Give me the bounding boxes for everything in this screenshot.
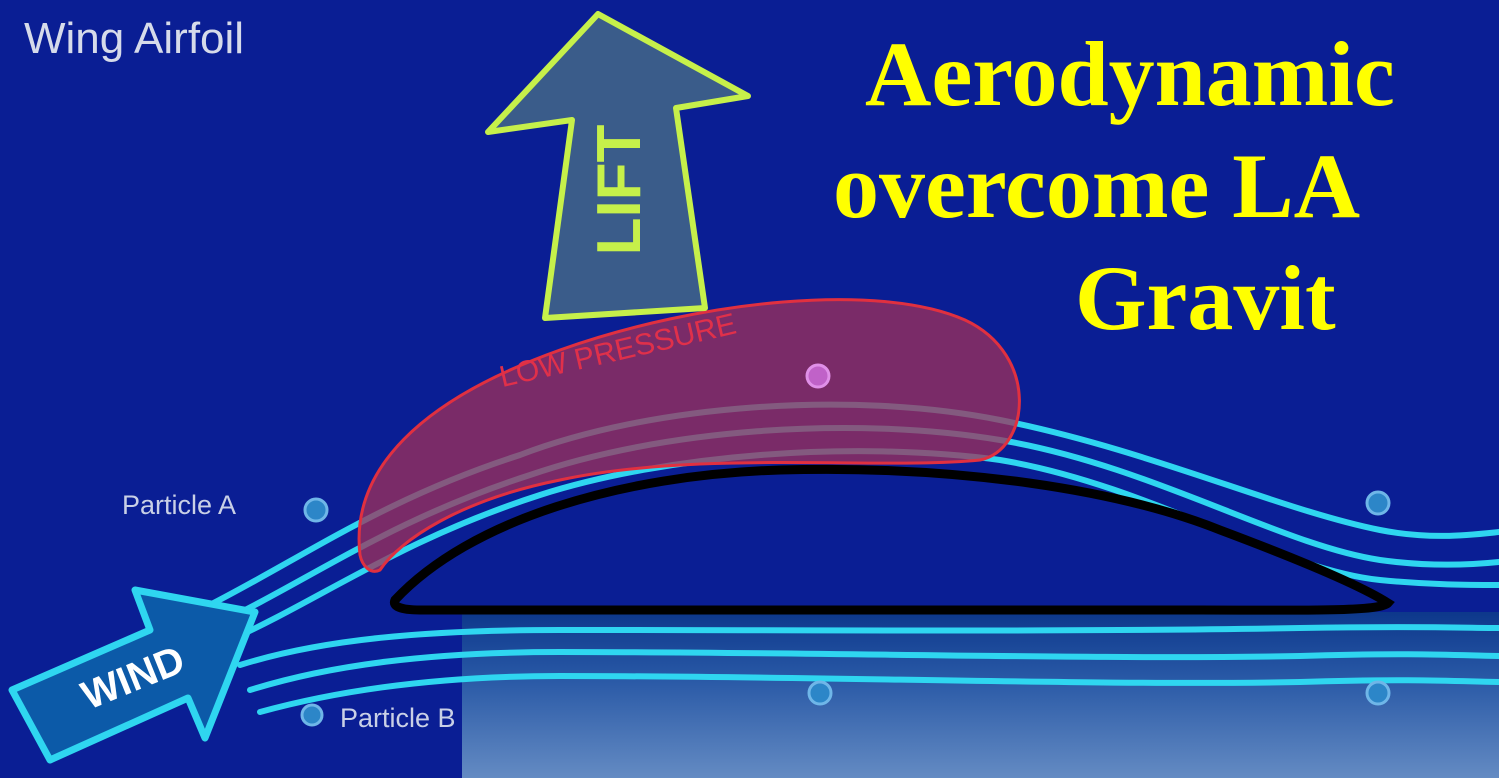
lift-label: LIFT (585, 124, 654, 255)
particle-bottom-right-dot (1365, 680, 1391, 706)
particle-bottom-dot (807, 680, 833, 706)
title-line-3: Gravit (1075, 247, 1336, 349)
particle-b-dot (300, 703, 324, 727)
title-line-2: overcome LA (833, 135, 1361, 237)
title-line-1: Aerodynamic (865, 23, 1395, 125)
particle-top-dot (805, 363, 831, 389)
diagram-caption: Wing Airfoil (24, 14, 245, 63)
lift-arrow: LIFT (485, 11, 751, 321)
particle-a-dot (303, 497, 329, 523)
particles (300, 363, 1391, 727)
lower-streamlines (237, 624, 1499, 715)
particle-right-dot (1365, 490, 1391, 516)
particle-a-label: Particle A (122, 490, 237, 520)
low-pressure-zone (357, 298, 1021, 573)
particle-b-label: Particle B (340, 703, 456, 733)
wind-arrow: WIND (8, 586, 259, 764)
airfoil-shape (390, 464, 1395, 615)
background-photo-band (462, 612, 1499, 778)
